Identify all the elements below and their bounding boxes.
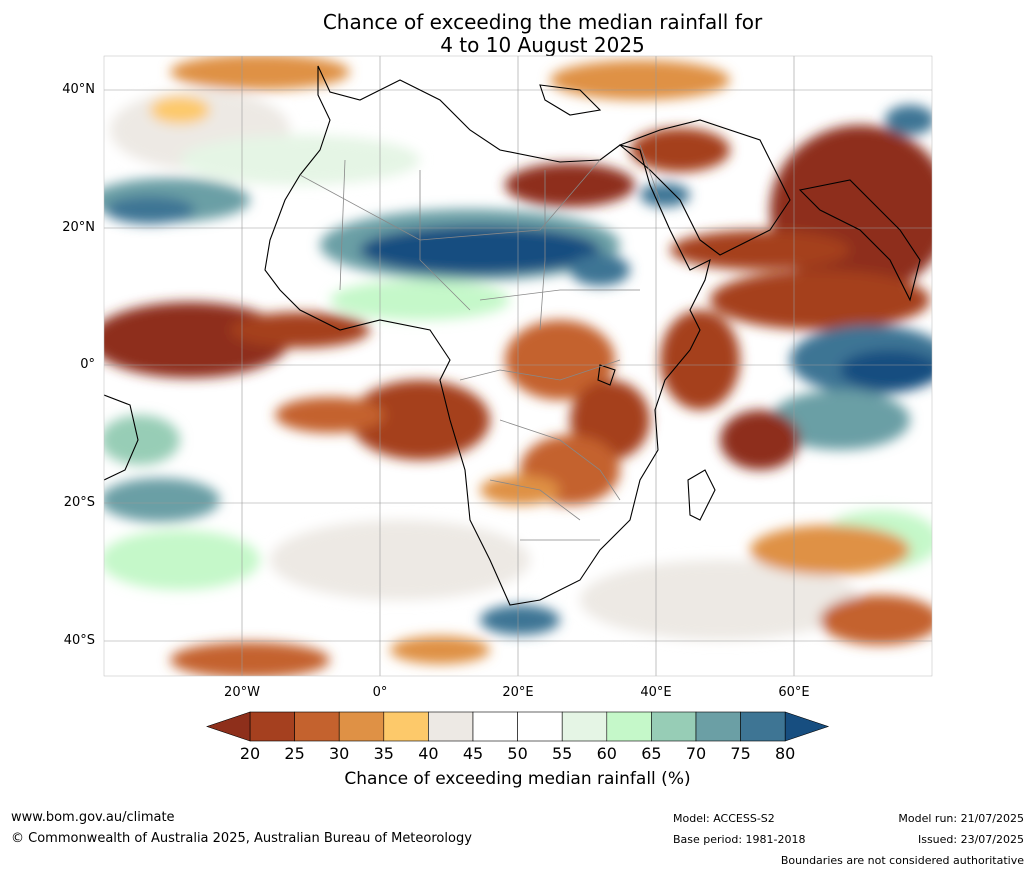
- issued-date: Issued: 23/07/2025: [917, 833, 1024, 846]
- graticule: [104, 56, 932, 676]
- coastlines: [104, 65, 921, 606]
- rainfall-probability-field: [104, 56, 932, 676]
- colorbar-label: Chance of exceeding median rainfall (%): [344, 769, 691, 789]
- colorbar-bin: [249, 711, 295, 742]
- colorbar-bin: [517, 711, 563, 742]
- lon-label-60e: 60°E: [778, 685, 810, 700]
- lat-label-20s: 20°S: [63, 495, 95, 510]
- lon-label-20w: 20°W: [224, 685, 260, 700]
- colorbar-bin: [651, 711, 697, 742]
- lat-label-0: 0°: [80, 357, 95, 372]
- lat-label-20n: 20°N: [62, 220, 95, 235]
- model-run-date: Model run: 21/07/2025: [898, 812, 1024, 825]
- colorbar-bin: [383, 711, 429, 742]
- colorbar: [206, 711, 830, 742]
- colorbar-tick-80: 80: [775, 744, 796, 763]
- lon-label-0: 0°: [372, 685, 388, 700]
- lon-label-20e: 20°E: [502, 685, 534, 700]
- colorbar-bin: [294, 711, 340, 742]
- colorbar-tick-25: 25: [284, 744, 305, 763]
- colorbar-tick-35: 35: [373, 744, 394, 763]
- copyright-text: © Commonwealth of Australia 2025, Austra…: [11, 831, 472, 846]
- colorbar-over-arrow: [784, 711, 830, 742]
- lat-label-40n: 40°N: [62, 82, 95, 97]
- colorbar-tick-55: 55: [552, 744, 573, 763]
- colorbar-bin: [740, 711, 786, 742]
- map-title-line-1: Chance of exceeding the median rainfall …: [322, 10, 763, 34]
- colorbar-tick-70: 70: [685, 744, 707, 763]
- model-name: Model: ACCESS-S2: [673, 812, 775, 825]
- colorbar-tick-45: 45: [462, 744, 484, 763]
- colorbar-tick-50: 50: [507, 744, 528, 763]
- colorbar-tick-75: 75: [730, 744, 751, 763]
- colorbar-tick-40: 40: [418, 744, 439, 763]
- boundaries-disclaimer: Boundaries are not considered authoritat…: [780, 854, 1024, 867]
- colorbar-tick-60: 60: [596, 744, 617, 763]
- colorbar-under-arrow: [206, 711, 251, 742]
- country-borders: [299, 144, 661, 541]
- lat-label-40s: 40°S: [63, 633, 95, 648]
- lon-label-40e: 40°E: [640, 685, 672, 700]
- colorbar-bin: [338, 711, 385, 742]
- base-period: Base period: 1981-2018: [673, 833, 806, 846]
- colorbar-bin: [606, 711, 652, 742]
- website-link[interactable]: www.bom.gov.au/climate: [11, 810, 175, 825]
- colorbar-tick-20: 20: [239, 744, 261, 763]
- colorbar-bin: [428, 711, 474, 742]
- colorbar-tick-65: 65: [641, 744, 662, 763]
- colorbar-bin: [695, 711, 741, 742]
- map-title-line-2: 4 to 10 August 2025: [440, 33, 645, 57]
- colorbar-bin: [472, 711, 518, 742]
- colorbar-tick-30: 30: [329, 744, 350, 763]
- colorbar-bin: [561, 711, 608, 742]
